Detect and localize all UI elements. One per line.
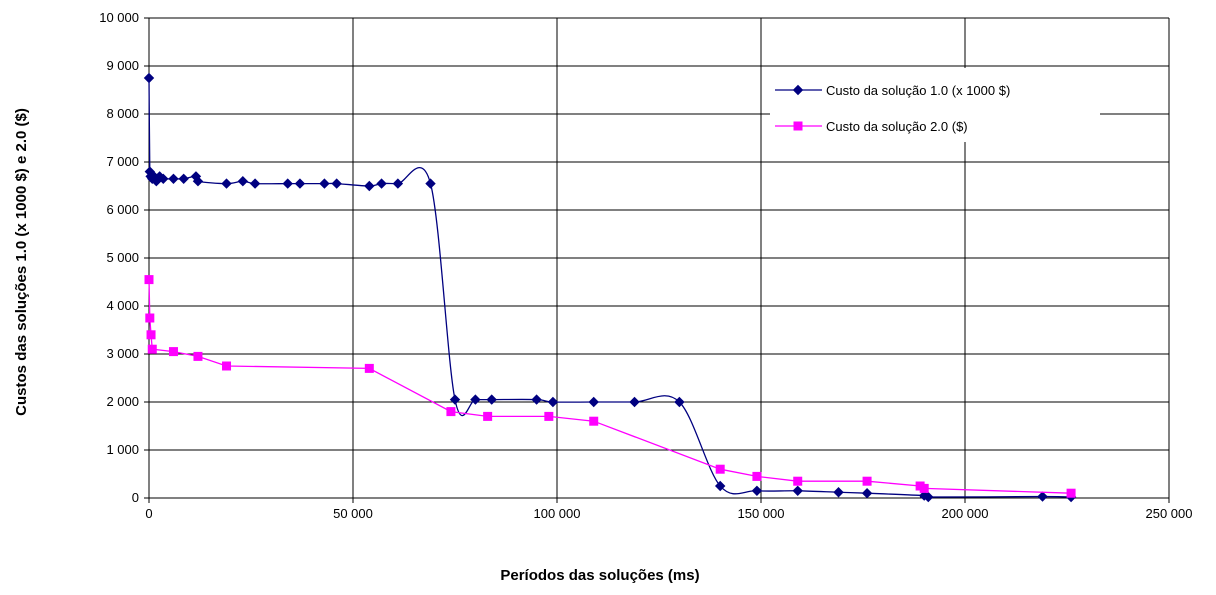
data-point	[589, 416, 599, 426]
legend-box	[770, 68, 1100, 142]
data-point	[364, 180, 375, 192]
legend-swatch-marker	[792, 84, 804, 96]
y-tick-label: 6 000	[106, 202, 139, 217]
data-point	[446, 407, 456, 417]
data-point	[862, 476, 872, 486]
y-tick-label: 0	[132, 490, 139, 505]
data-point	[714, 480, 726, 492]
y-axis-ticks: 0 1 000 2 000 3 000 4 000 5 000 6 000 7 000 8 00…	[99, 10, 149, 505]
legend-label: Custo da solução 2.0 ($)	[826, 119, 968, 134]
series-layer	[143, 72, 1077, 503]
y-tick-label: 1 000	[106, 442, 139, 457]
data-point	[193, 351, 203, 361]
x-tick-label: 100 000	[534, 506, 581, 521]
y-tick-label: 3 000	[106, 346, 139, 361]
y-tick-label: 10 000	[99, 10, 139, 25]
y-tick-label: 8 000	[106, 106, 139, 121]
data-point	[249, 178, 261, 189]
data-point	[392, 178, 404, 189]
data-point	[919, 483, 929, 493]
data-point	[168, 347, 178, 357]
data-point	[588, 396, 599, 408]
x-tick-label: 250 000	[1146, 506, 1193, 521]
grid	[149, 17, 1170, 498]
data-point	[792, 485, 803, 497]
x-tick-label: 150 000	[738, 506, 785, 521]
data-point	[331, 178, 342, 189]
data-point	[143, 72, 155, 84]
y-axis-title: Custos das soluções 1.0 (x 1000 $) e 2.0…	[13, 108, 30, 416]
data-point	[793, 476, 803, 486]
data-point	[319, 178, 330, 189]
legend-item: Custo da solução 1.0 (x 1000 $)	[775, 83, 1010, 98]
data-point	[833, 487, 844, 498]
data-point	[674, 396, 685, 408]
data-point	[751, 485, 763, 497]
data-point	[364, 363, 374, 373]
x-tick-label: 200 000	[942, 506, 989, 521]
data-point	[861, 487, 873, 499]
data-point	[294, 178, 306, 189]
data-point	[178, 173, 189, 185]
y-tick-label: 2 000	[106, 394, 139, 409]
y-tick-label: 5 000	[106, 250, 139, 265]
data-point	[470, 394, 481, 405]
data-point	[715, 464, 725, 474]
data-point	[1037, 491, 1048, 502]
data-point	[483, 411, 493, 421]
data-point	[425, 178, 436, 189]
data-point	[168, 173, 179, 185]
data-point	[752, 471, 762, 481]
data-point	[222, 361, 232, 371]
legend-item: Custo da solução 2.0 ($)	[775, 119, 968, 134]
data-point	[629, 396, 640, 408]
y-tick-label: 7 000	[106, 154, 139, 169]
data-point	[449, 394, 461, 405]
data-point	[1066, 488, 1076, 498]
x-axis-ticks: 0 50 000 100 000 150 000 200 000 250 000	[145, 498, 1193, 521]
legend-swatch-marker	[793, 121, 803, 131]
data-point	[923, 491, 934, 503]
legend: Custo da solução 1.0 (x 1000 $) Custo da …	[770, 68, 1100, 142]
data-point	[146, 330, 156, 340]
data-point	[145, 313, 155, 323]
data-point	[282, 178, 293, 189]
data-point	[158, 173, 169, 185]
series-1	[143, 72, 1077, 503]
data-point	[547, 396, 559, 408]
x-axis-title: Períodos das soluções (ms)	[500, 567, 699, 584]
data-point	[531, 394, 542, 405]
data-point	[144, 275, 154, 285]
data-point	[376, 178, 387, 189]
data-point	[486, 394, 497, 405]
data-point	[237, 175, 249, 187]
legend-label: Custo da solução 1.0 (x 1000 $)	[826, 83, 1010, 98]
data-point	[147, 344, 157, 354]
y-tick-label: 9 000	[106, 58, 139, 73]
y-tick-label: 4 000	[106, 298, 139, 313]
x-tick-label: 50 000	[333, 506, 373, 521]
series-2	[144, 275, 1076, 498]
x-tick-label: 0	[145, 506, 152, 521]
data-point	[544, 411, 554, 421]
data-point	[192, 175, 204, 187]
data-point	[221, 178, 232, 189]
